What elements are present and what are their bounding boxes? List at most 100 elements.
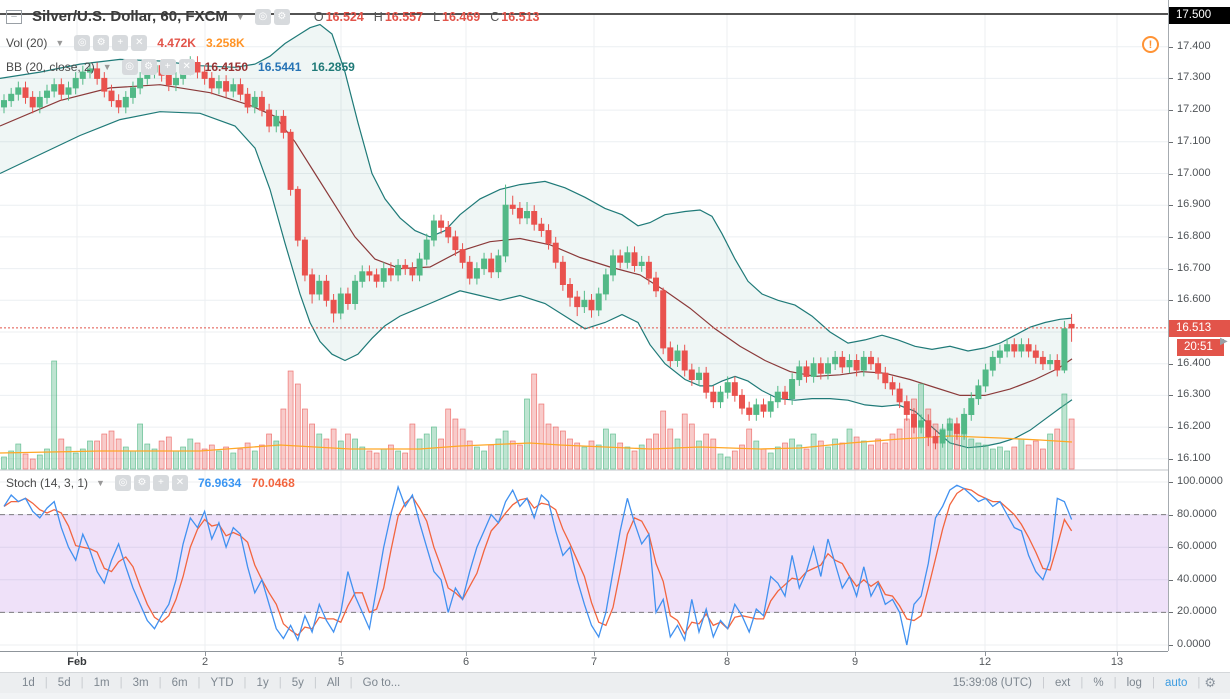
range-all[interactable]: All: [326, 677, 340, 689]
price-tick: 17.300: [1177, 71, 1211, 83]
symbol-title[interactable]: Silver/U.S. Dollar, 60, FXCM: [32, 8, 228, 25]
low-value: 16.469: [442, 9, 481, 24]
price-tick: 16.800: [1177, 230, 1211, 242]
tick-mark: [1169, 78, 1173, 79]
tick-mark: [1169, 427, 1173, 428]
time-axis[interactable]: Feb 2 5 6 7 8 9 12 13: [0, 651, 1168, 672]
range-5d[interactable]: 5d: [57, 677, 71, 689]
tick-mark: [1169, 612, 1173, 613]
bottom-strip: [0, 693, 1230, 699]
chart-canvas[interactable]: [0, 0, 1168, 651]
time-tick-mark: [727, 652, 728, 656]
gear-icon[interactable]: ⚙: [133, 475, 150, 491]
time-tick-label: 7: [590, 656, 598, 668]
time-tick-label: Feb: [67, 656, 87, 668]
tick-mark: [1169, 110, 1173, 111]
range-6m[interactable]: 6m: [171, 677, 188, 689]
range-1d[interactable]: 1d: [22, 677, 35, 689]
close-icon[interactable]: ✕: [131, 35, 148, 51]
time-tick-label: 5: [337, 656, 345, 668]
tick-mark: [1169, 547, 1173, 548]
eye-icon[interactable]: ◎: [114, 475, 131, 491]
close-value: 16.513: [501, 9, 540, 24]
bb-label[interactable]: BB (20, close, 2): [6, 60, 95, 74]
time-tick-label: 12: [978, 656, 992, 668]
stoch-tick: 20.0000: [1177, 605, 1217, 617]
time-tick-mark: [205, 652, 206, 656]
stoch-k-value: 76.9634: [197, 476, 242, 490]
tick-mark: [1169, 515, 1173, 516]
price-tick: 17.100: [1177, 135, 1211, 147]
settings-gear-icon[interactable]: ⚙: [1204, 675, 1216, 690]
range-ytd[interactable]: YTD: [210, 677, 234, 689]
tick-mark: [1169, 459, 1173, 460]
time-tick-label: 2: [201, 656, 209, 668]
tick-mark: [1169, 205, 1173, 206]
gear-icon[interactable]: ⚙: [93, 35, 110, 51]
volume-ma-value: 3.258K: [205, 36, 245, 50]
volume-label[interactable]: Vol (20): [6, 36, 48, 50]
time-tick-label: 9: [851, 656, 859, 668]
clock-readout[interactable]: 15:39:08 (UTC): [952, 677, 1033, 689]
stoch-tick: 0.0000: [1177, 638, 1211, 650]
scale-top-flag: 17.500: [1169, 7, 1230, 24]
price-tick: 16.200: [1177, 420, 1211, 432]
stoch-tick: 100.0000: [1177, 475, 1223, 487]
gear-icon[interactable]: ⚙: [140, 59, 157, 75]
time-tick-mark: [341, 652, 342, 656]
stoch-tick: 80.0000: [1177, 508, 1217, 520]
time-tick-mark: [466, 652, 467, 656]
scroll-right-icon[interactable]: ▶: [1220, 336, 1228, 347]
close-icon[interactable]: ✕: [171, 475, 188, 491]
range-3m[interactable]: 3m: [132, 677, 149, 689]
price-tick: 16.900: [1177, 198, 1211, 210]
tick-mark: [1169, 269, 1173, 270]
range-1m[interactable]: 1m: [93, 677, 110, 689]
tick-mark: [1169, 482, 1173, 483]
chevron-down-icon[interactable]: ▼: [102, 62, 112, 72]
plus-icon[interactable]: +: [152, 475, 169, 491]
price-axis[interactable]: 17.400 17.300 17.200 17.100 17.000 16.900 16.8…: [1168, 0, 1230, 651]
price-tick: 16.100: [1177, 452, 1211, 464]
price-tick: 16.600: [1177, 293, 1211, 305]
alert-icon[interactable]: !: [1142, 36, 1159, 53]
plus-icon[interactable]: +: [159, 59, 176, 75]
stoch-label[interactable]: Stoch (14, 3, 1): [6, 476, 89, 490]
tick-mark: [1169, 580, 1173, 581]
chevron-down-icon[interactable]: ▼: [55, 38, 65, 48]
eye-icon[interactable]: ◎: [74, 35, 91, 51]
time-tick-label: 8: [723, 656, 731, 668]
eye-icon[interactable]: ◎: [254, 8, 271, 25]
high-value: 16.557: [384, 9, 424, 24]
eye-icon[interactable]: ◎: [121, 59, 138, 75]
price-tick: 17.200: [1177, 103, 1211, 115]
collapse-pane-icon[interactable]: –: [6, 9, 22, 24]
close-icon[interactable]: ✕: [178, 59, 195, 75]
symbol-legend: – Silver/U.S. Dollar, 60, FXCM ▼ ◎ ⚙ O 16…: [6, 8, 540, 25]
tick-mark: [1169, 364, 1173, 365]
time-tick-mark: [985, 652, 986, 656]
ext-toggle[interactable]: ext: [1055, 677, 1071, 689]
range-1y[interactable]: 1y: [256, 677, 269, 689]
range-selector: 1d | 5d | 1m | 3m | 6m | YTD | 1y | 5y | All | Go…: [0, 677, 410, 689]
gear-icon[interactable]: ⚙: [273, 8, 290, 25]
bottom-toolbar: 1d | 5d | 1m | 3m | 6m | YTD | 1y | 5y | All | Go…: [0, 672, 1230, 693]
percent-toggle[interactable]: %: [1093, 677, 1104, 689]
go-to-button[interactable]: Go to...: [362, 677, 401, 689]
log-toggle[interactable]: log: [1126, 677, 1142, 689]
price-tick: 16.300: [1177, 388, 1211, 400]
price-tick: 17.400: [1177, 40, 1211, 52]
open-value: 16.524: [325, 9, 364, 24]
auto-toggle[interactable]: auto: [1164, 677, 1188, 689]
volume-legend: Vol (20) ▼ ◎ ⚙ + ✕ 4.472K 3.258K: [6, 35, 245, 51]
bb-basis-value: 16.4150: [204, 60, 249, 74]
time-tick-mark: [855, 652, 856, 656]
tick-mark: [1169, 47, 1173, 48]
plus-icon[interactable]: +: [112, 35, 129, 51]
tick-mark: [1169, 395, 1173, 396]
range-5y[interactable]: 5y: [291, 677, 304, 689]
bb-legend: BB (20, close, 2) ▼ ◎ ⚙ + ✕ 16.4150 16.5…: [6, 59, 355, 75]
chevron-down-icon[interactable]: ▼: [235, 11, 245, 22]
chevron-down-icon[interactable]: ▼: [96, 478, 105, 488]
price-tick: 16.700: [1177, 262, 1211, 274]
